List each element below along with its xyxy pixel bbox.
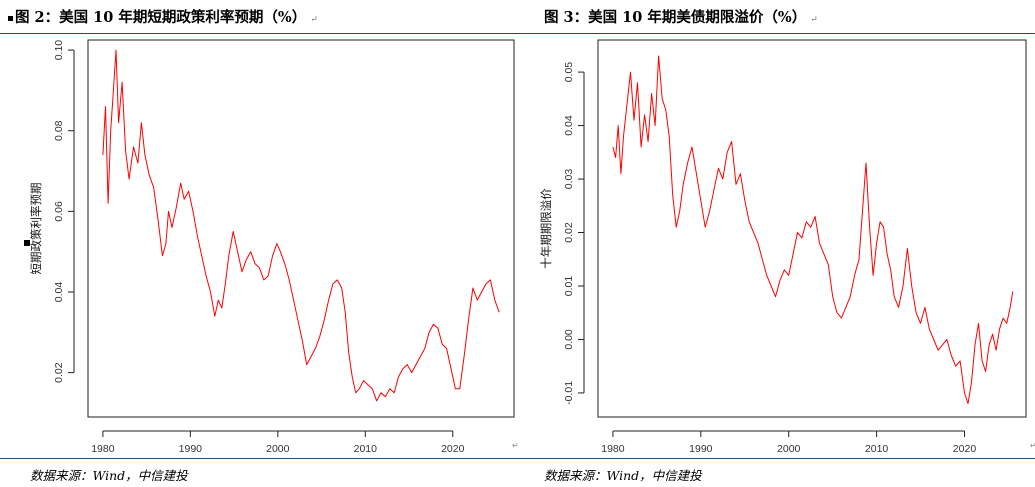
x-tick-label: 1980 — [601, 443, 625, 454]
x-tick-label: 2020 — [953, 443, 977, 454]
paragraph-mark-icon: ↵ — [810, 15, 818, 25]
y-tick-label: 0.04 — [53, 282, 65, 303]
figure-3-bottom-rule — [518, 458, 1035, 459]
figure-2-panel: 图 2：美国 10 年期短期政策利率预期（%） ↵ 1980 1990 2000 201… — [0, 6, 518, 483]
x-tick-label: 1990 — [179, 443, 203, 454]
paragraph-mark-icon: ↵ — [1030, 441, 1035, 450]
plot-frame — [87, 39, 515, 418]
y-tick-label: 0.06 — [53, 201, 65, 222]
plot-frame — [597, 39, 1027, 418]
figure-2-source: 数据来源：Wind，中信建投 — [30, 468, 188, 483]
axis-anchor-marker — [24, 240, 30, 246]
figure-3-chart: 1980 1990 2000 2010 2020 -0.01 0.00 0.01 0.02 0.0… — [539, 39, 1035, 454]
title-bullet-icon — [8, 15, 13, 21]
figure-2-title: 图 2：美国 10 年期短期政策利率预期（%） ↵ — [8, 6, 318, 27]
x-tick-label: 2010 — [354, 443, 378, 454]
figure-2-top-rule — [0, 33, 518, 34]
figure-3-title: 图 3：美国 10 年期美债期限溢价（%） ↵ — [544, 6, 818, 27]
x-tick-label: 1980 — [91, 443, 115, 454]
y-tick-label: -0.01 — [563, 381, 575, 405]
y-tick-label: 0.02 — [563, 222, 575, 243]
figure-2-title-text: 图 2：美国 10 年期短期政策利率预期（%） — [15, 9, 307, 26]
paragraph-mark-icon: ↵ — [512, 441, 518, 450]
figure-3-source: 数据来源：Wind，中信建投 — [544, 468, 702, 483]
figure-3-panel: 图 3：美国 10 年期美债期限溢价（%） ↵ 1980 1990 2000 2010 2… — [518, 0, 1035, 487]
x-tick-label: 2000 — [777, 443, 801, 454]
x-tick-label: 1990 — [689, 443, 713, 454]
y-axis-title: 十年期期限溢价 — [539, 188, 553, 269]
x-tick-label: 2020 — [441, 443, 465, 454]
y-tick-label: 0.08 — [53, 120, 65, 141]
y-tick-label: 0.05 — [563, 62, 575, 83]
figure-2-bottom-rule — [0, 458, 518, 459]
figure-3-title-text: 图 3：美国 10 年期美债期限溢价（%） — [544, 9, 807, 26]
y-tick-label: 0.01 — [563, 276, 575, 297]
y-tick-label: 0.03 — [563, 169, 575, 190]
x-tick-label: 2000 — [266, 443, 290, 454]
figure-3-top-rule — [518, 33, 1035, 34]
y-tick-label: 0.04 — [563, 115, 575, 136]
series-line — [102, 49, 500, 402]
y-axis-title: 短期政策利率预期 — [29, 183, 43, 275]
x-tick-label: 2010 — [865, 443, 889, 454]
y-tick-label: 0.00 — [563, 329, 575, 350]
figure-2-chart: 1980 1990 2000 2010 2020 0.02 0.04 0.06 0.08 0.10… — [29, 39, 518, 454]
y-tick-label: 0.10 — [53, 40, 65, 61]
y-tick-label: 0.02 — [53, 362, 65, 383]
paragraph-mark-icon: ↵ — [310, 15, 318, 25]
series-line — [612, 55, 1014, 405]
